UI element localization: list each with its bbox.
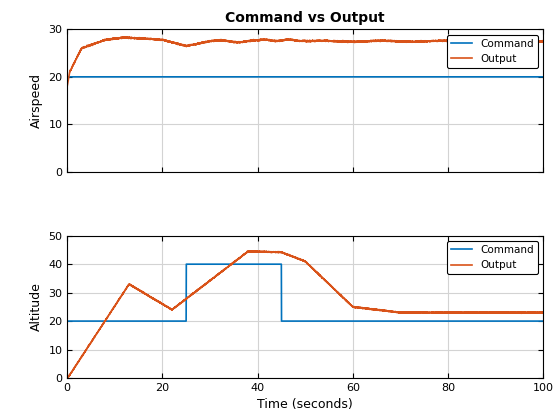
Command bbox=[64, 318, 71, 323]
Output bbox=[64, 84, 71, 89]
Command bbox=[349, 318, 356, 323]
Command bbox=[455, 74, 462, 79]
Output bbox=[540, 310, 547, 315]
Command bbox=[150, 74, 157, 79]
Command bbox=[150, 318, 157, 323]
Command bbox=[183, 262, 190, 267]
Output bbox=[64, 375, 71, 381]
Output bbox=[349, 39, 356, 44]
Output bbox=[419, 310, 426, 315]
Output bbox=[151, 36, 157, 41]
Output bbox=[246, 249, 253, 254]
Line: Output: Output bbox=[67, 37, 543, 86]
Output bbox=[455, 310, 462, 315]
Output bbox=[540, 39, 547, 44]
Output bbox=[246, 38, 253, 43]
Command bbox=[64, 74, 71, 79]
X-axis label: Time (seconds): Time (seconds) bbox=[258, 399, 353, 412]
Y-axis label: Altitude: Altitude bbox=[30, 282, 43, 331]
Output bbox=[419, 39, 426, 44]
Command bbox=[419, 74, 426, 79]
Legend: Command, Output: Command, Output bbox=[447, 34, 538, 68]
Output bbox=[455, 39, 462, 44]
Command bbox=[246, 262, 253, 267]
Command bbox=[349, 74, 356, 79]
Output bbox=[374, 307, 380, 312]
Line: Output: Output bbox=[67, 251, 543, 378]
Output bbox=[64, 375, 71, 381]
Title: Command vs Output: Command vs Output bbox=[225, 11, 385, 26]
Output bbox=[374, 38, 380, 43]
Command bbox=[374, 318, 380, 323]
Output bbox=[122, 34, 129, 39]
Command bbox=[374, 74, 380, 79]
Command bbox=[246, 74, 253, 79]
Y-axis label: Airspeed: Airspeed bbox=[30, 73, 43, 128]
Line: Command: Command bbox=[67, 264, 543, 321]
Command bbox=[540, 318, 547, 323]
Output bbox=[151, 297, 157, 302]
Legend: Command, Output: Command, Output bbox=[447, 241, 538, 274]
Command bbox=[455, 318, 462, 323]
Output bbox=[246, 248, 253, 253]
Command bbox=[419, 318, 426, 323]
Output bbox=[349, 304, 356, 310]
Command bbox=[540, 74, 547, 79]
